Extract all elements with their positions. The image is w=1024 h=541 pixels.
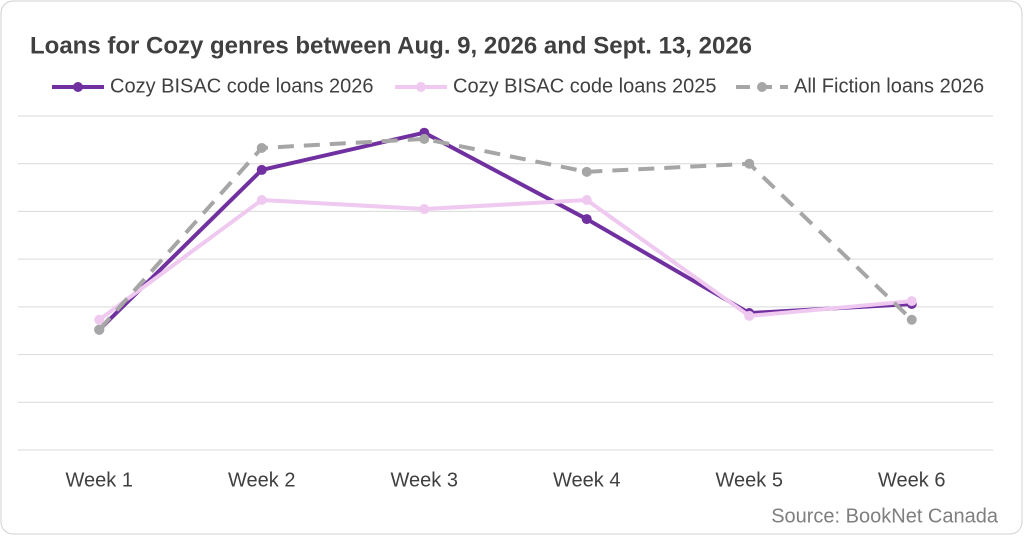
data-point	[94, 324, 105, 335]
series-line	[98, 197, 912, 322]
data-point	[581, 214, 592, 225]
data-point	[744, 310, 755, 321]
legend-label: Cozy BISAC code loans 2025	[453, 75, 717, 97]
data-point	[419, 204, 430, 215]
x-tick-label: Week 6	[878, 469, 945, 491]
chart-title: Loans for Cozy genres between Aug. 9, 20…	[30, 32, 752, 59]
data-point	[256, 142, 267, 153]
x-tick-label: Week 3	[391, 469, 458, 491]
data-point	[744, 158, 755, 169]
data-point	[906, 314, 917, 325]
x-tick-label: Week 2	[228, 469, 295, 491]
legend-label: All Fiction loans 2026	[794, 75, 984, 97]
x-tick-label: Week 1	[66, 469, 133, 491]
legend-marker	[416, 82, 426, 92]
data-point	[581, 166, 592, 177]
data-point	[581, 194, 592, 205]
source: Source: BookNet Canada	[771, 505, 999, 527]
data-point	[256, 164, 267, 175]
data-point	[256, 194, 267, 205]
data-point	[419, 133, 430, 144]
legend-marker	[73, 82, 83, 92]
legend-marker	[757, 82, 767, 92]
data-point	[94, 314, 105, 325]
x-tick-label: Week 5	[716, 469, 783, 491]
legend-label: Cozy BISAC code loans 2026	[110, 75, 374, 97]
data-point	[906, 296, 917, 307]
x-tick-label: Week 4	[553, 469, 620, 491]
